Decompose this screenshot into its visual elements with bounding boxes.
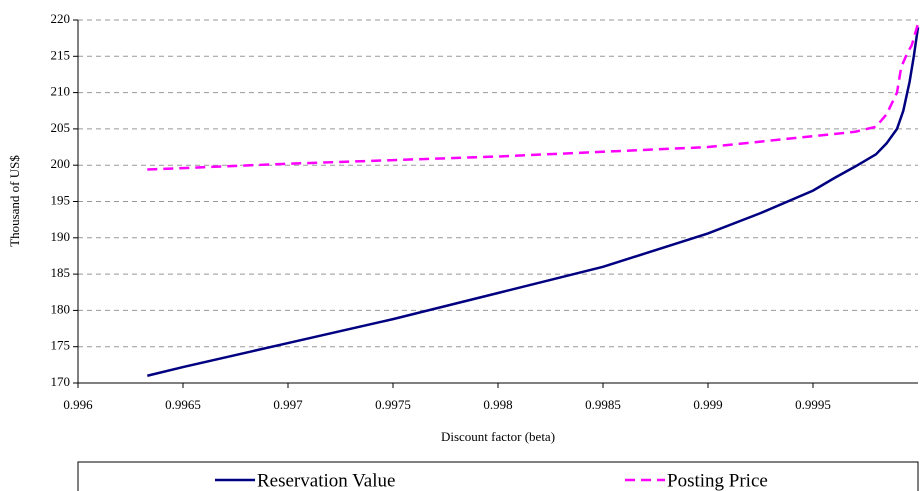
y-tick-label: 190	[51, 229, 71, 244]
x-tick-label: 0.9965	[165, 397, 201, 412]
x-tick-label: 0.9975	[375, 397, 411, 412]
x-tick-label: 0.997	[273, 397, 303, 412]
y-tick-label: 180	[51, 301, 71, 316]
y-tick-label: 195	[51, 192, 71, 207]
y-tick-label: 220	[51, 11, 71, 26]
y-tick-label: 205	[51, 120, 71, 135]
y-tick-label: 210	[51, 84, 71, 99]
y-tick-label: 215	[51, 47, 71, 62]
x-tick-label: 0.999	[693, 397, 722, 412]
legend-label: Posting Price	[667, 470, 768, 491]
x-axis-title: Discount factor (beta)	[441, 429, 555, 444]
y-tick-label: 170	[51, 374, 71, 389]
series-line	[147, 23, 920, 171]
legend-box	[77, 461, 919, 491]
y-tick-label: 185	[51, 265, 71, 280]
x-tick-label: 0.9995	[795, 397, 831, 412]
x-tick-label: 0.998	[483, 397, 512, 412]
y-tick-label: 175	[51, 338, 71, 353]
x-tick-label: 0.996	[63, 397, 93, 412]
x-tick-label: 0.9985	[585, 397, 621, 412]
y-axis-title: Thousand of US$	[7, 155, 22, 247]
series-line	[147, 27, 920, 377]
legend-label: Reservation Value	[257, 470, 395, 491]
y-tick-label: 200	[51, 156, 71, 171]
